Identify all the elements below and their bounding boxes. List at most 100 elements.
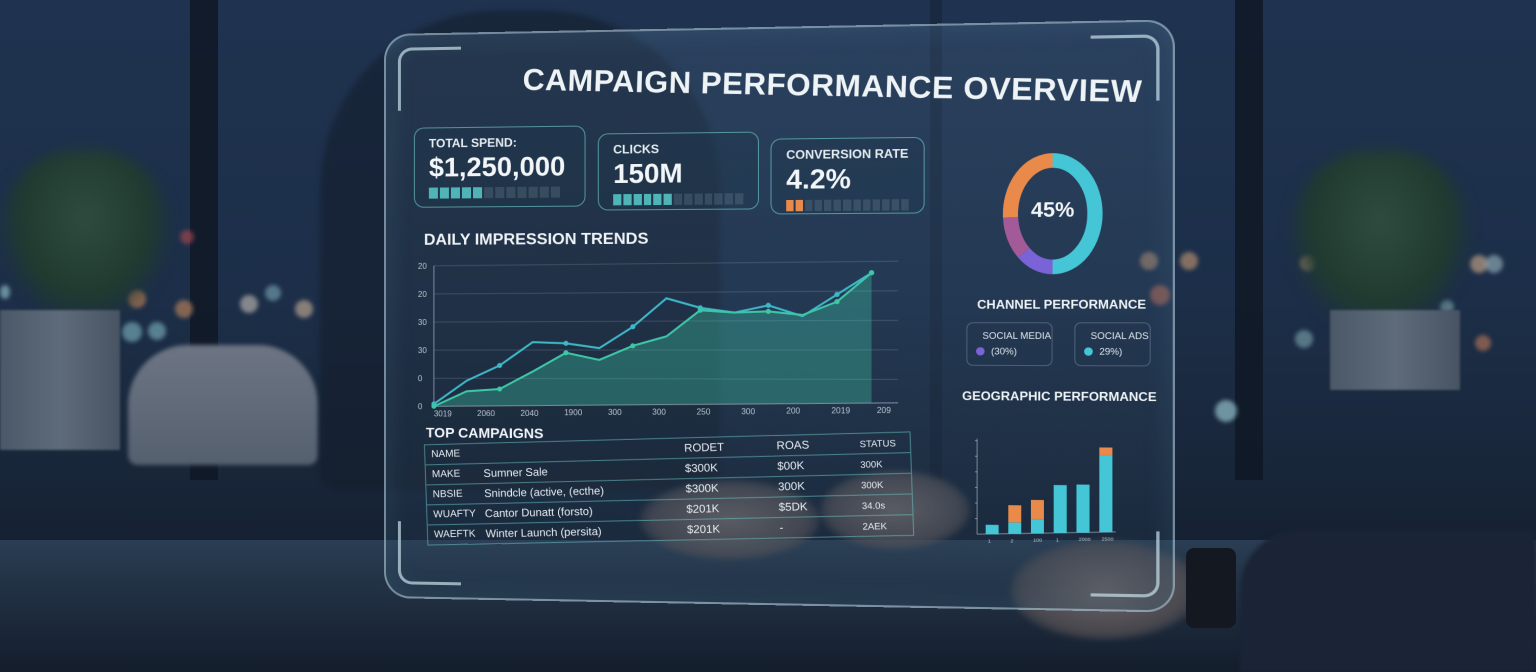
chair [128, 345, 318, 465]
kpi-card-total-spend[interactable]: TOTAL SPEND: $1,250,000 [414, 126, 586, 208]
y-tick-label: 20 [418, 262, 427, 271]
x-tick-label: 300 [608, 408, 622, 417]
donut-center-label: 45% [994, 199, 1111, 224]
progress-segment [613, 194, 621, 205]
row-tag: MAKE [426, 468, 484, 480]
progress-segment [882, 199, 890, 210]
column-header-status[interactable]: STATUS [859, 437, 910, 449]
plant [1290, 150, 1470, 330]
legend-dot-icon [1084, 347, 1093, 355]
kpi-progress-bar [429, 186, 570, 198]
top-campaigns-table: NAME RODET ROAS STATUS MAKE Sumner Sale … [424, 431, 914, 545]
column-header-name[interactable]: NAME [425, 448, 483, 461]
geographic-bar-chart[interactable]: 1 2 100 1 2000 2500 [964, 430, 1126, 547]
progress-segment [684, 194, 692, 205]
kpi-card-clicks[interactable]: CLICKS 150M [598, 132, 759, 211]
panel-corner-bracket [398, 47, 461, 111]
x-tick-label: 1 [1056, 537, 1059, 543]
bar-segment [986, 525, 999, 535]
progress-segment [654, 194, 662, 205]
bokeh-light [1295, 330, 1313, 348]
campaign-name: Cantor Dunatt (forsto) [485, 503, 687, 520]
data-point [834, 299, 839, 304]
bokeh-light [0, 285, 10, 299]
data-point [497, 363, 502, 368]
x-tick-label: 2040 [520, 409, 539, 418]
gridline [434, 291, 898, 294]
x-tick-label: 250 [697, 407, 711, 416]
column-header-roas[interactable]: ROAS [776, 437, 859, 451]
x-tick-label: 2000 [1079, 537, 1091, 543]
bokeh-light [175, 300, 193, 318]
progress-segment [473, 187, 482, 198]
progress-segment [815, 200, 822, 211]
progress-segment [540, 187, 549, 198]
channel-performance-title: CHANNEL PERFORMANCE [977, 297, 1146, 312]
progress-segment [853, 199, 860, 210]
progress-segment [440, 187, 449, 198]
legend-label: 29%) [1099, 346, 1122, 357]
x-tick-label: 200 [786, 407, 801, 416]
wristwatch [1186, 548, 1236, 628]
x-tick-label: 209 [877, 406, 892, 415]
data-point [563, 350, 568, 355]
kpi-label: CLICKS [613, 141, 743, 157]
channel-donut-chart[interactable]: 45% [994, 144, 1111, 283]
legend-label: SOCIAL MEDIA [982, 330, 1051, 340]
bokeh-light [148, 322, 166, 340]
progress-segment [517, 187, 526, 198]
legend-item: 29%) [1084, 343, 1141, 359]
progress-segment [824, 200, 831, 211]
kpi-label: CONVERSION RATE [786, 146, 908, 162]
x-tick-label: 2 [1010, 538, 1013, 544]
campaign-status: 300K [860, 458, 911, 470]
bokeh-light [180, 230, 194, 244]
campaign-name: Snindcle (active, (ecthe) [484, 483, 686, 500]
progress-segment [643, 194, 651, 205]
legend-dot-icon [976, 347, 985, 355]
campaign-budget: $300K [685, 460, 778, 475]
progress-segment [529, 187, 538, 198]
window-mullion [1235, 0, 1263, 480]
column-header-blank [483, 448, 684, 453]
impressions-chart-title: DAILY IMPRESSION TRENDS [424, 231, 649, 250]
x-tick-label: 1 [988, 538, 991, 544]
kpi-progress-bar [613, 193, 743, 205]
legend-label: SOCIAL ADS [1091, 330, 1149, 341]
bar-segment [1099, 447, 1112, 455]
row-tag: NBSIE [426, 488, 484, 500]
x-tick-label: 300 [652, 408, 666, 417]
kpi-card-conversion-rate[interactable]: CONVERSION RATE 4.2% [770, 137, 924, 215]
progress-segment [715, 193, 723, 204]
y-tick-label: 0 [418, 374, 423, 383]
campaign-budget: $201K [687, 522, 780, 536]
impressions-line-chart[interactable]: 0 0 30 30 20 20 3019 2060 2040 1900 300 300 250 300 2… [414, 254, 909, 420]
progress-segment [834, 200, 841, 211]
bokeh-light [265, 285, 281, 301]
data-point [630, 324, 635, 329]
y-tick-label: 30 [418, 318, 427, 327]
top-campaigns-title: TOP CAMPAIGNS [426, 424, 544, 441]
bar-segment [1031, 500, 1044, 519]
x-tick-label: 300 [741, 407, 755, 416]
progress-segment [633, 194, 641, 205]
x-tick-label: 3019 [434, 409, 452, 418]
bar-segment [1008, 522, 1021, 534]
kpi-label: TOTAL SPEND: [429, 135, 570, 151]
kpi-value: $1,250,000 [429, 151, 570, 184]
x-tick-label: 2060 [477, 409, 495, 418]
data-point [431, 404, 436, 409]
x-tick-label: 2019 [831, 406, 850, 415]
bokeh-light [1485, 255, 1503, 273]
column-header-budget[interactable]: RODET [684, 440, 777, 455]
row-tag: WUAFTY [427, 508, 485, 520]
campaign-status: 300K [861, 478, 912, 489]
progress-segment [735, 193, 743, 204]
progress-segment [892, 199, 900, 210]
legend-item: SOCIAL MEDIA [976, 327, 1043, 343]
legend-item: (30%) [976, 343, 1043, 359]
campaign-name: Winter Launch (persita) [485, 524, 687, 540]
data-point [563, 341, 568, 346]
progress-segment [551, 187, 560, 198]
data-point [834, 292, 839, 297]
